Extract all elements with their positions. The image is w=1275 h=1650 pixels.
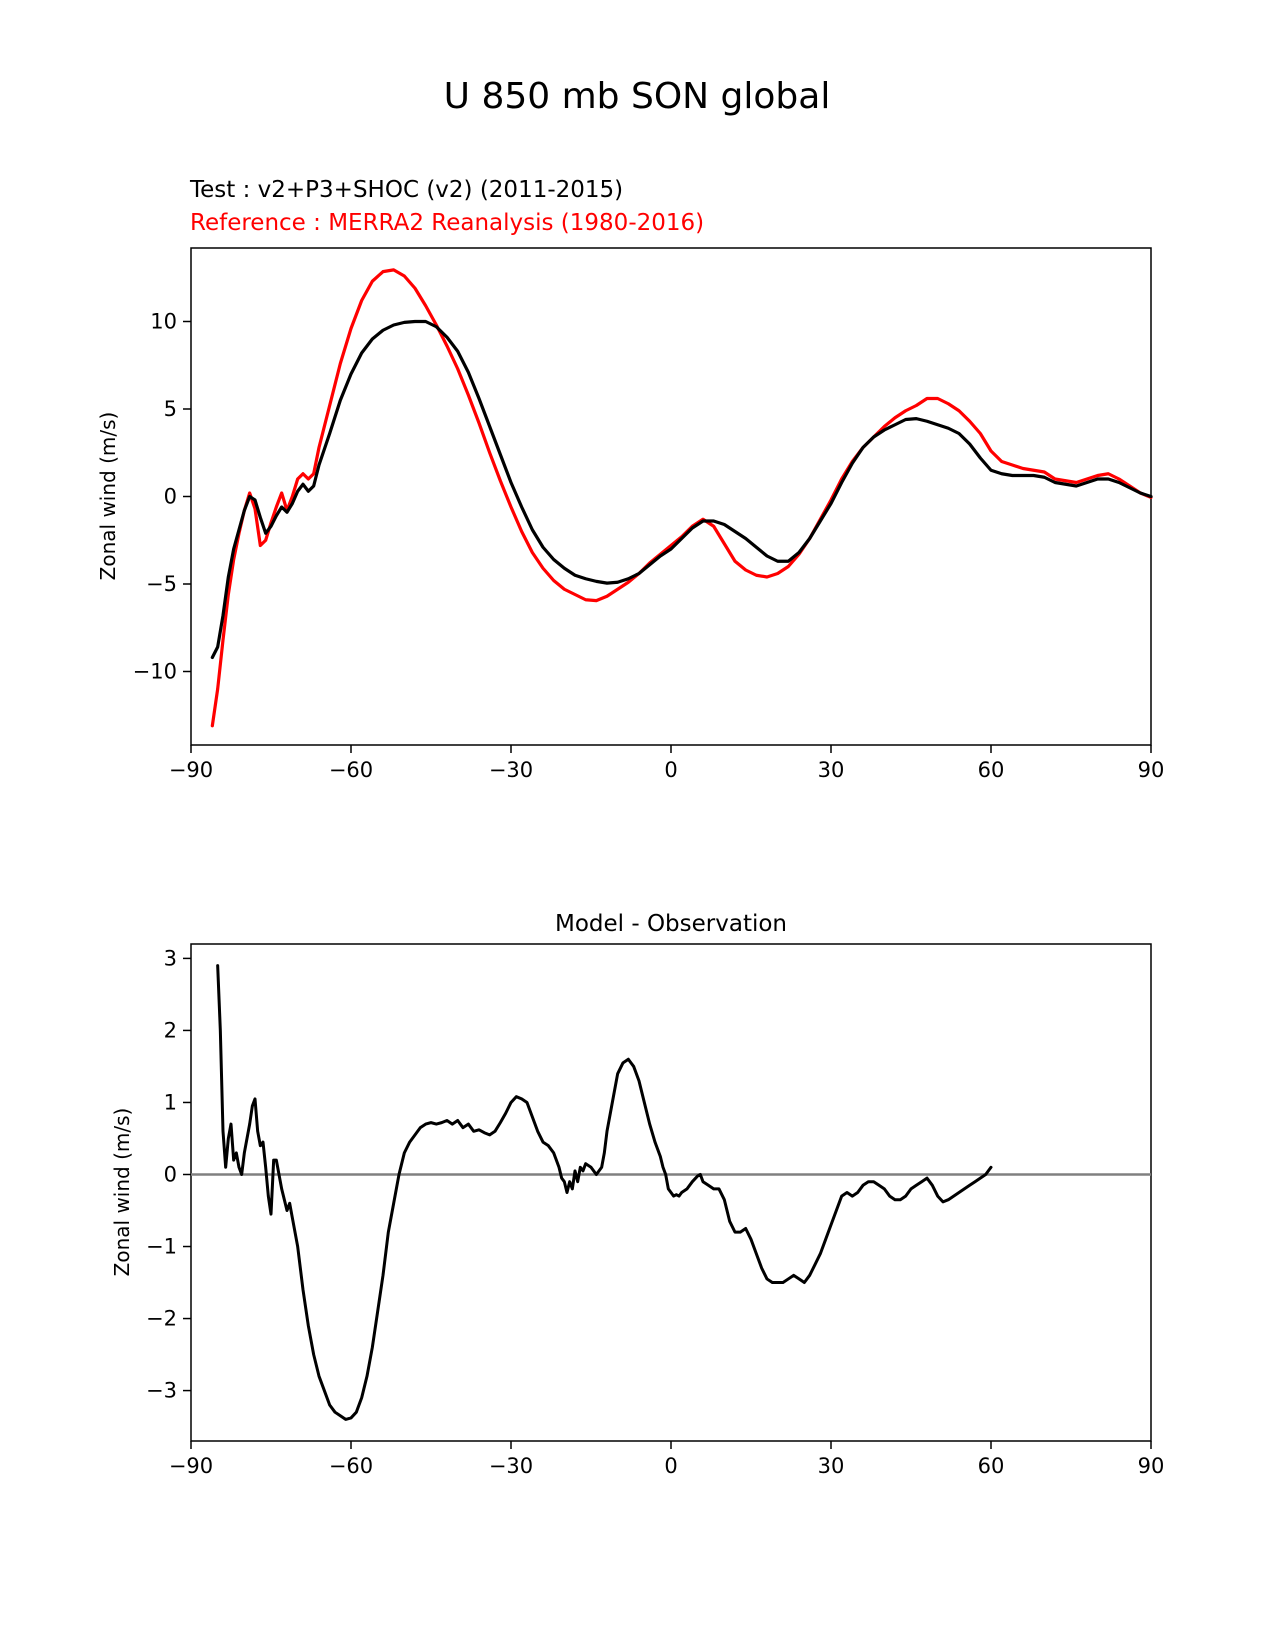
bottom-chart-title: Model - Observation <box>555 911 787 937</box>
bottom-series-lines <box>216 964 993 1421</box>
x-tick-label: 30 <box>818 758 845 782</box>
y-tick-label: −5 <box>146 572 177 596</box>
top-y-axis-label: Zonal wind (m/s) <box>96 412 120 581</box>
bottom-y-axis-label: Zonal wind (m/s) <box>110 1108 134 1277</box>
y-tick-label: −10 <box>133 660 177 684</box>
top-y-ticks: 10 5 0 −5 −10 <box>133 310 191 684</box>
bottom-x-ticks: −90 −60 −30 0 30 60 90 <box>169 1441 1165 1478</box>
y-tick-label: −2 <box>146 1307 177 1331</box>
x-tick-label: −30 <box>489 1454 533 1478</box>
x-tick-label: −60 <box>329 1454 373 1478</box>
y-tick-label: 10 <box>150 310 177 334</box>
y-tick-label: 3 <box>164 946 177 970</box>
y-tick-label: 0 <box>164 485 177 509</box>
y-tick-label: 0 <box>164 1162 177 1186</box>
test-label: Test : v2+P3+SHOC (v2) (2011-2015) <box>189 177 623 203</box>
top-x-ticks: −90 −60 −30 0 30 60 90 <box>169 745 1165 782</box>
y-tick-label: 5 <box>164 397 177 421</box>
y-tick-label: −3 <box>146 1379 177 1403</box>
x-tick-label: 60 <box>978 758 1005 782</box>
difference-series-line <box>216 964 993 1421</box>
x-tick-label: 90 <box>1138 1454 1165 1478</box>
x-tick-label: −90 <box>169 758 213 782</box>
reference-series-line <box>210 268 1153 728</box>
x-tick-label: −90 <box>169 1454 213 1478</box>
top-series-lines <box>210 268 1153 728</box>
test-series-line <box>210 319 1153 660</box>
figure-title: U 850 mb SON global <box>444 76 831 117</box>
bottom-y-ticks: 3 2 1 0 −1 −2 −3 <box>146 946 191 1403</box>
x-tick-label: 90 <box>1138 758 1165 782</box>
x-tick-label: −30 <box>489 758 533 782</box>
top-plot-frame <box>190 247 1152 746</box>
x-tick-label: 60 <box>978 1454 1005 1478</box>
reference-label: Reference : MERRA2 Reanalysis (1980-2016… <box>190 210 704 236</box>
bottom-line-chart: Model - Observation Zonal wind (m/s) −90… <box>110 911 1164 1478</box>
x-tick-label: 30 <box>818 1454 845 1478</box>
y-tick-label: −1 <box>146 1235 177 1259</box>
top-line-chart: Test : v2+P3+SHOC (v2) (2011-2015) Refer… <box>96 177 1164 782</box>
x-tick-label: −60 <box>329 758 373 782</box>
y-tick-label: 1 <box>164 1090 177 1114</box>
x-tick-label: 0 <box>664 758 677 782</box>
y-tick-label: 2 <box>164 1018 177 1042</box>
x-tick-label: 0 <box>664 1454 677 1478</box>
